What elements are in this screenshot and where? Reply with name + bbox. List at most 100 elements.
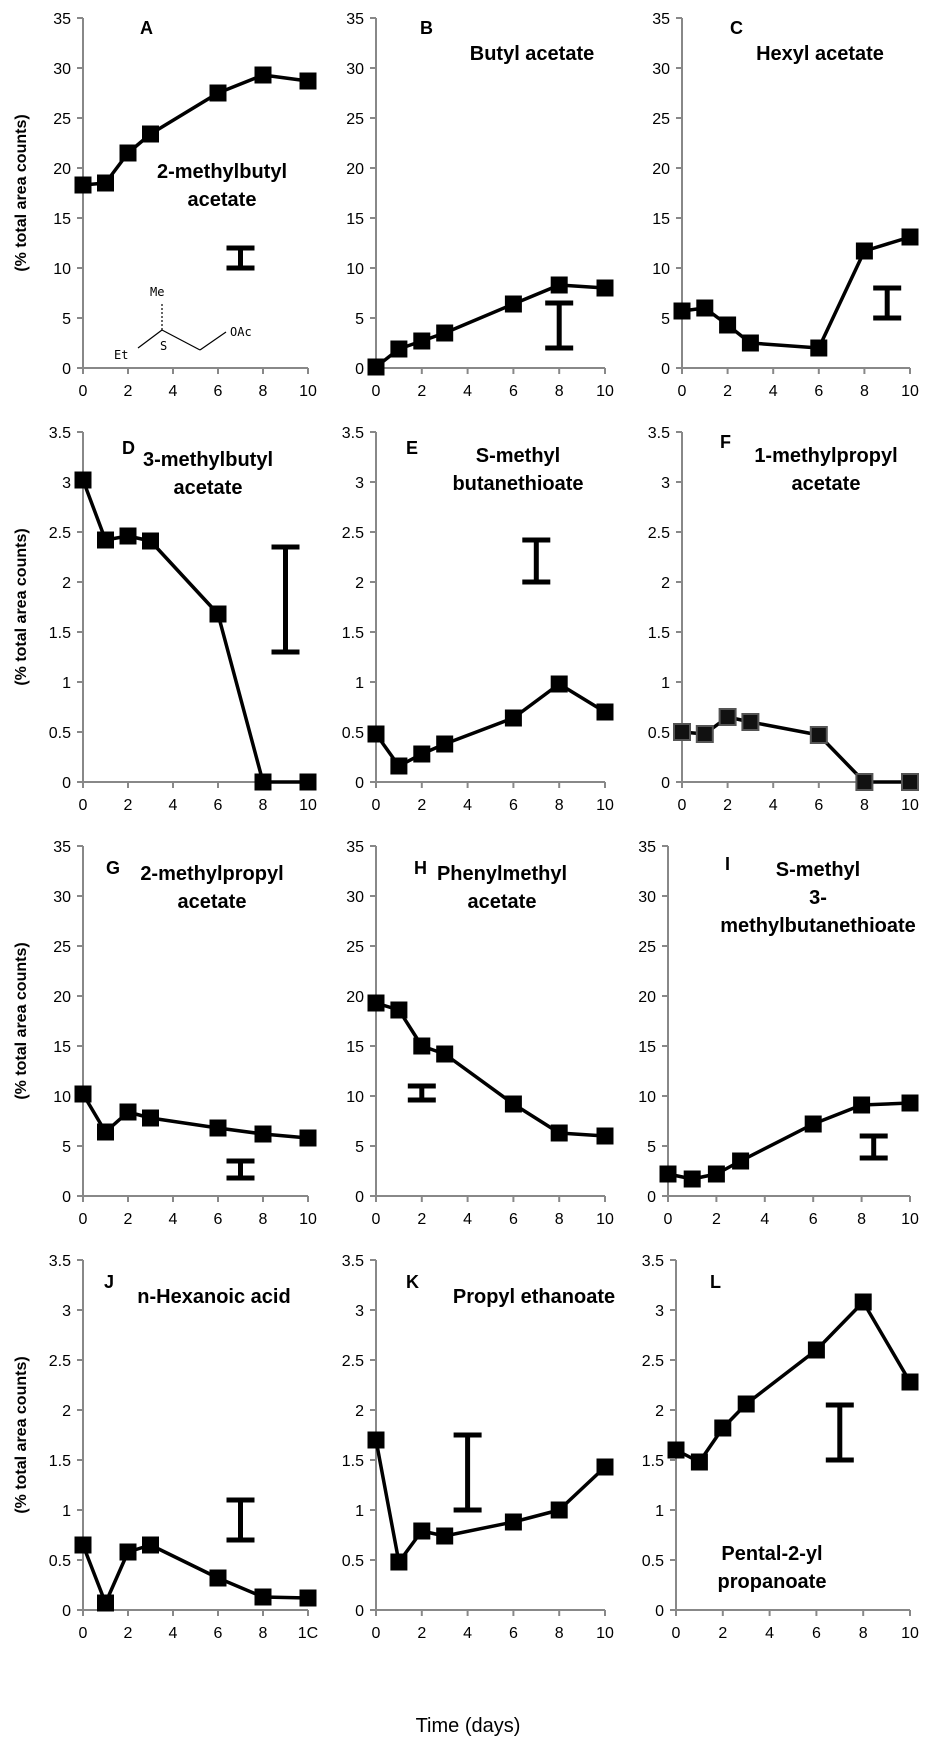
y-tick-label: 3.5 — [642, 1253, 664, 1270]
series-line — [81, 1543, 309, 1605]
y-tick-label: 25 — [53, 939, 71, 956]
panel-title: acetate — [468, 891, 537, 913]
chart-panel-a: 0 5 10 15 20 25 30 35 0 2 4 6 8 10 A 2-methylbutyl aceta… — [13, 11, 317, 400]
panel-title: 3-methylbutyl — [143, 449, 273, 471]
y-tick-label: 25 — [346, 111, 364, 128]
x-tick-label: 8 — [259, 1625, 268, 1642]
x-tick-label: 4 — [463, 1211, 472, 1228]
panel-letter: I — [725, 854, 730, 874]
y-tick-label: 30 — [346, 61, 364, 78]
panel-title: acetate — [792, 473, 861, 495]
series-line — [81, 479, 308, 784]
data-point — [142, 532, 159, 550]
x-tick-label: 6 — [509, 1625, 518, 1642]
y-tick-label: 25 — [346, 939, 364, 956]
y-tick-label: 2 — [355, 1403, 364, 1420]
x-tick-label: 10 — [299, 797, 317, 814]
x-tick-label: 8 — [857, 1211, 866, 1228]
series-line — [374, 1439, 607, 1564]
data-point — [504, 1095, 522, 1113]
y-tick-label: 35 — [53, 11, 71, 28]
molecule-structure: Me S Et OAc — [114, 285, 252, 362]
y-tick-label: 0 — [355, 775, 364, 792]
error-bar — [522, 537, 551, 585]
data-point — [550, 675, 568, 693]
panel-letter: F — [720, 432, 731, 452]
y-tick-label: 20 — [53, 161, 71, 178]
data-point — [741, 334, 759, 352]
x-tick-label: 6 — [814, 797, 823, 814]
y-tick-label: 10 — [346, 1089, 364, 1106]
data-point — [97, 531, 114, 549]
y-tick-label: 0.5 — [642, 1553, 664, 1570]
y-tick-label: 1.5 — [49, 1453, 71, 1470]
data-point — [299, 1129, 317, 1147]
data-point — [695, 725, 714, 743]
y-tick-label: 10 — [638, 1089, 656, 1106]
x-tick-label: 4 — [169, 797, 178, 814]
molecule-label-oac: OAc — [230, 325, 252, 339]
data-point — [119, 1543, 137, 1561]
x-tick-label: 2 — [723, 383, 732, 400]
y-tick-label: 15 — [346, 1039, 364, 1056]
x-tick-label: 0 — [678, 383, 687, 400]
y-tick-label: 1.5 — [49, 625, 71, 642]
x-tick-label: 8 — [259, 383, 268, 400]
y-tick-label: 2.5 — [642, 1353, 664, 1370]
data-point — [254, 1125, 272, 1143]
error-bar — [873, 285, 902, 321]
y-tick-label: 30 — [53, 61, 71, 78]
y-tick-label: 3 — [661, 475, 670, 492]
y-tick-label: 0 — [355, 1189, 364, 1206]
y-tick-label: 2.5 — [342, 1353, 364, 1370]
y-tick-label: 5 — [62, 311, 71, 328]
data-point — [673, 302, 691, 320]
panel-letter: H — [414, 858, 427, 878]
y-tick-label: 3.5 — [49, 1253, 71, 1270]
x-tick-label: 0 — [79, 1211, 88, 1228]
y-tick-label: 3.5 — [342, 425, 364, 442]
x-tick-label: 2 — [723, 797, 732, 814]
y-tick-label: 1.5 — [342, 625, 364, 642]
data-point — [142, 1109, 159, 1127]
chart-panel-f: 0 0.5 1 1.5 2 2.5 3 3.5 0 2 4 6 8 10 F 1-methylpropyl ac… — [648, 425, 919, 814]
x-tick-label: 0 — [672, 1625, 681, 1642]
error-bar — [859, 1133, 888, 1161]
chart-panel-b: 0 5 10 15 20 25 30 35 0 2 4 6 8 10 B Butyl acetate — [346, 11, 614, 400]
x-tick-label: 6 — [509, 797, 518, 814]
y-tick-label: 2.5 — [49, 1353, 71, 1370]
x-tick-label: 2 — [417, 383, 426, 400]
panel-title: Propyl ethanoate — [453, 1286, 615, 1308]
x-tick-label: 8 — [555, 1211, 564, 1228]
chart-panel-k: 0 0.5 1 1.5 2 2.5 3 3.5 0 2 4 6 8 10 K Propyl ethanoate — [342, 1253, 615, 1642]
x-tick-label: 8 — [859, 1625, 868, 1642]
x-tick-label: 0 — [372, 1625, 381, 1642]
data-point — [254, 773, 272, 791]
data-point — [209, 1569, 227, 1587]
data-point — [413, 1522, 431, 1540]
y-tick-label: 3 — [62, 1303, 71, 1320]
data-point — [854, 1293, 872, 1311]
data-point — [732, 1152, 750, 1170]
y-tick-label: 1.5 — [642, 1453, 664, 1470]
y-tick-label: 3 — [62, 475, 71, 492]
x-tick-label: 6 — [812, 1625, 821, 1642]
error-bar — [545, 300, 574, 351]
data-point — [367, 725, 385, 743]
x-tick-label: 2 — [712, 1211, 721, 1228]
x-tick-label: 4 — [769, 383, 778, 400]
panel-title: propanoate — [718, 1571, 827, 1593]
x-tick-label: 4 — [169, 383, 178, 400]
chart-panel-j: 0 0.5 1 1.5 2 2.5 3 3.5 0 2 4 6 8 1C Jn-Hexanoic acid (… — [13, 1253, 318, 1642]
data-point — [853, 1096, 871, 1114]
error-bar — [271, 544, 300, 655]
y-tick-label: 30 — [638, 889, 656, 906]
panel-title: acetate — [178, 891, 247, 913]
x-tick-label: 6 — [214, 1625, 223, 1642]
y-tick-label: 1.5 — [648, 625, 670, 642]
x-tick-label: 4 — [769, 797, 778, 814]
x-tick-label: 10 — [901, 1211, 919, 1228]
data-point — [683, 1170, 701, 1188]
x-tick-label: 0 — [678, 797, 687, 814]
y-tick-label: 30 — [652, 61, 670, 78]
